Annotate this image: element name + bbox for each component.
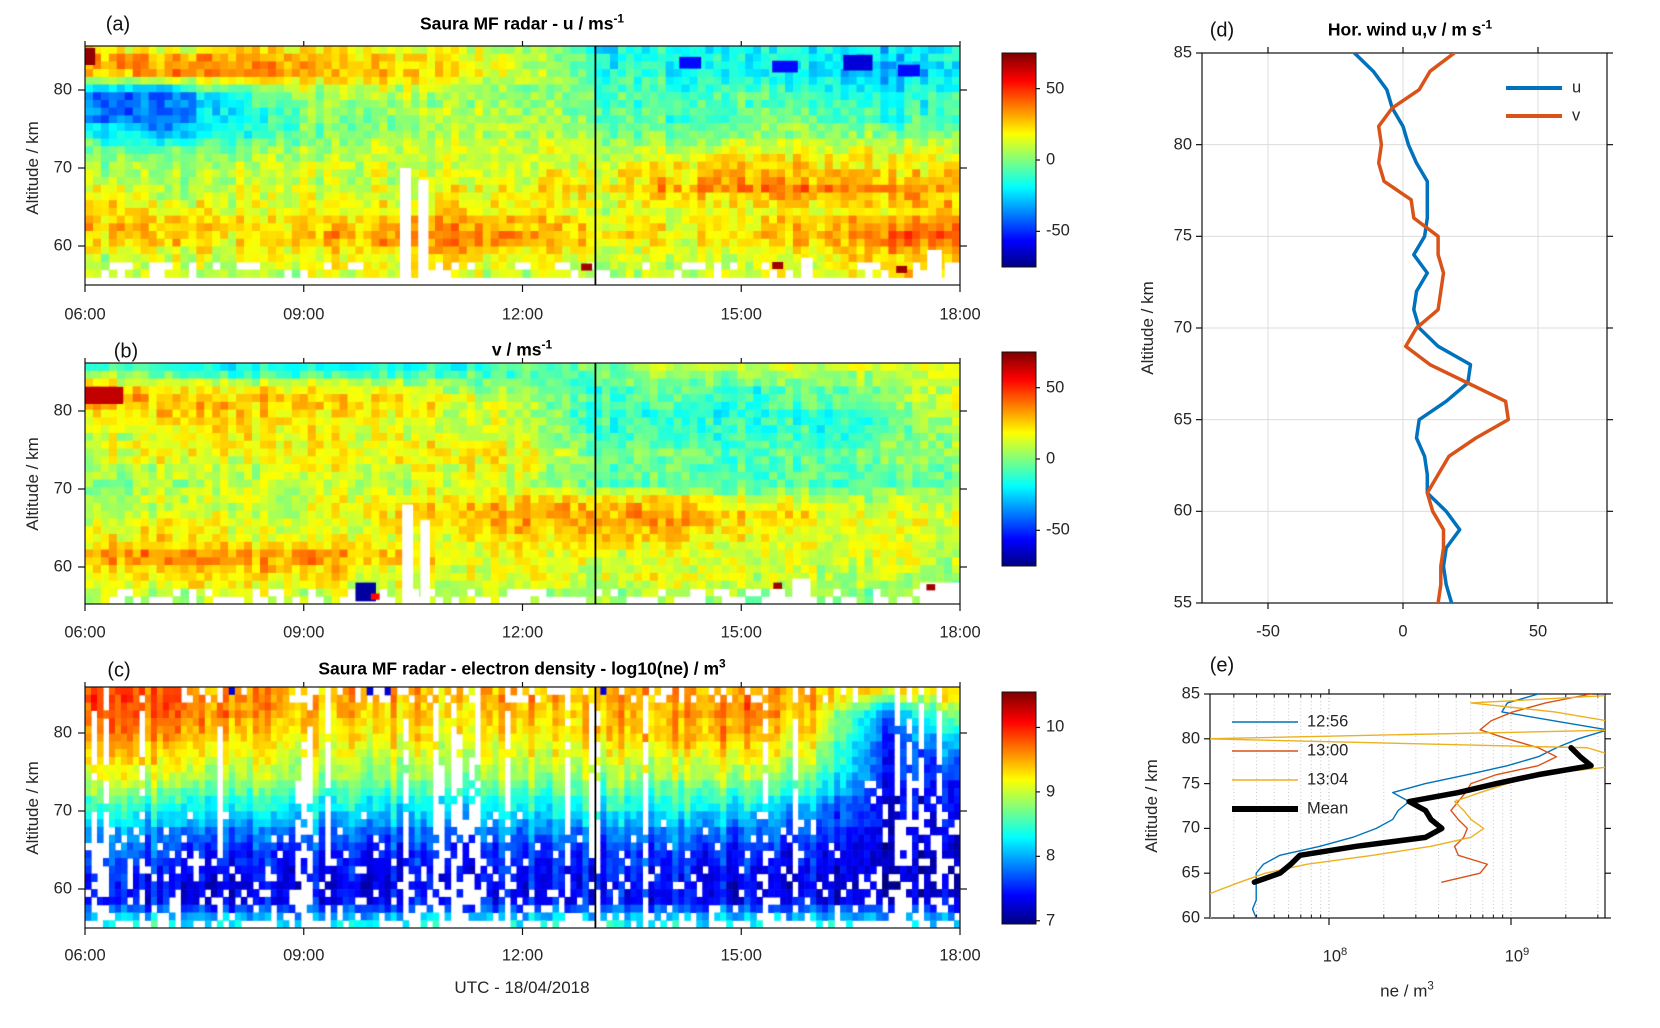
series-v xyxy=(1376,53,1511,603)
x-tick-label: 06:00 xyxy=(64,946,106,965)
panel-e-xlabel: ne / m3 xyxy=(1380,980,1434,1001)
y-tick-label: 70 xyxy=(1173,318,1192,337)
y-tick-label: 70 xyxy=(53,479,72,498)
panel-a-ylabel: Altitude / km xyxy=(23,121,42,215)
panel-d-ylabel: Altitude / km xyxy=(1138,281,1157,375)
y-tick-label: 80 xyxy=(53,80,72,99)
heatmap-v xyxy=(85,363,960,604)
y-tick-label: 60 xyxy=(1173,501,1192,520)
legend-label-u: u xyxy=(1572,78,1582,97)
x-tick-label: 18:00 xyxy=(939,305,981,324)
panel-c-ylabel: Altitude / km xyxy=(23,761,42,855)
y-tick-label: 70 xyxy=(53,158,72,177)
colorbar-tick-label: 9 xyxy=(1046,782,1056,801)
x-tick-label: 15:00 xyxy=(720,623,762,642)
x-tick-label: 12:00 xyxy=(501,305,544,324)
heatmap-electron-density xyxy=(85,687,960,928)
panel-d-tag: (d) xyxy=(1209,19,1235,42)
panel-c-tag: (c) xyxy=(107,659,131,682)
x-tick-label: -50 xyxy=(1256,622,1280,641)
x-tick-label: 12:00 xyxy=(501,623,544,642)
colorbar-tick-label: 0 xyxy=(1046,449,1056,468)
legend-label-12:56: 12:56 xyxy=(1307,712,1349,731)
series-Mean xyxy=(1251,745,1594,885)
y-tick-label: 70 xyxy=(1181,818,1200,837)
colorbar-tick-label: -50 xyxy=(1046,520,1070,539)
series-12:56 xyxy=(1251,694,1605,918)
y-tick-label: 60 xyxy=(53,236,72,255)
x-tick-label: 109 xyxy=(1504,945,1530,966)
x-tick-label: 50 xyxy=(1528,622,1548,641)
x-tick-label: 108 xyxy=(1322,945,1348,966)
x-tick-label: 0 xyxy=(1398,622,1408,641)
x-tick-label: 09:00 xyxy=(283,623,325,642)
panel-b-tag: (b) xyxy=(113,340,139,363)
colorbar-tick-label: 50 xyxy=(1046,378,1065,397)
series-13:00 xyxy=(1441,694,1592,883)
panel-a-tag: (a) xyxy=(105,13,131,36)
y-tick-label: 60 xyxy=(53,557,72,576)
panel-b-ylabel: Altitude / km xyxy=(23,437,42,531)
y-tick-label: 85 xyxy=(1173,43,1192,62)
y-tick-label: 85 xyxy=(1181,684,1200,703)
legend-label-Mean: Mean xyxy=(1307,799,1349,818)
x-tick-label: 09:00 xyxy=(283,946,325,965)
x-tick-label: 06:00 xyxy=(64,305,106,324)
x-tick-label: 15:00 xyxy=(720,946,762,965)
panel-b-title: v / ms-1 xyxy=(491,337,553,360)
y-tick-label: 60 xyxy=(1181,908,1200,927)
x-tick-label: 09:00 xyxy=(283,305,325,324)
legend-label-13:04: 13:04 xyxy=(1307,770,1349,789)
y-tick-label: 70 xyxy=(53,801,72,820)
colorbar-tick-label: 0 xyxy=(1046,150,1056,169)
y-tick-label: 80 xyxy=(1173,135,1192,154)
colorbar-tick-label: 8 xyxy=(1046,846,1056,865)
colorbar-v xyxy=(1002,352,1036,566)
heatmap-u xyxy=(85,46,960,285)
legend-label-13:00: 13:00 xyxy=(1307,741,1349,760)
panel-a-title: Saura MF radar - u / ms-1 xyxy=(419,11,625,34)
y-tick-label: 80 xyxy=(53,723,72,742)
x-tick-label: 12:00 xyxy=(501,946,544,965)
colorbar-tick-label: 50 xyxy=(1046,79,1065,98)
panel-c-title: Saura MF radar - electron density - log1… xyxy=(318,656,726,679)
panel-e-ylabel: Altitude / km xyxy=(1142,759,1161,853)
series-13:04 xyxy=(1210,695,1605,918)
x-tick-label: 18:00 xyxy=(939,946,981,965)
colorbar-tick-label: 7 xyxy=(1046,911,1056,930)
panel-e-tag: (e) xyxy=(1209,654,1235,677)
legend-label-v: v xyxy=(1572,106,1581,125)
x-tick-label: 06:00 xyxy=(64,623,106,642)
y-tick-label: 80 xyxy=(53,401,72,420)
colorbar-u xyxy=(1002,53,1036,267)
y-tick-label: 75 xyxy=(1181,774,1200,793)
panel-d-title: Hor. wind u,v / m s-1 xyxy=(1327,17,1493,40)
colorbar-tick-label: -50 xyxy=(1046,221,1070,240)
colorbar-ne xyxy=(1002,692,1036,924)
x-tick-label: 18:00 xyxy=(939,623,981,642)
x-tick-label: 15:00 xyxy=(720,305,762,324)
y-tick-label: 55 xyxy=(1173,593,1192,612)
utc-date-label: UTC - 18/04/2018 xyxy=(454,978,590,997)
y-tick-label: 80 xyxy=(1181,729,1200,748)
y-tick-label: 75 xyxy=(1173,226,1192,245)
y-tick-label: 65 xyxy=(1173,410,1192,429)
y-tick-label: 65 xyxy=(1181,863,1200,882)
y-tick-label: 60 xyxy=(53,879,72,898)
colorbar-tick-label: 10 xyxy=(1046,717,1065,736)
